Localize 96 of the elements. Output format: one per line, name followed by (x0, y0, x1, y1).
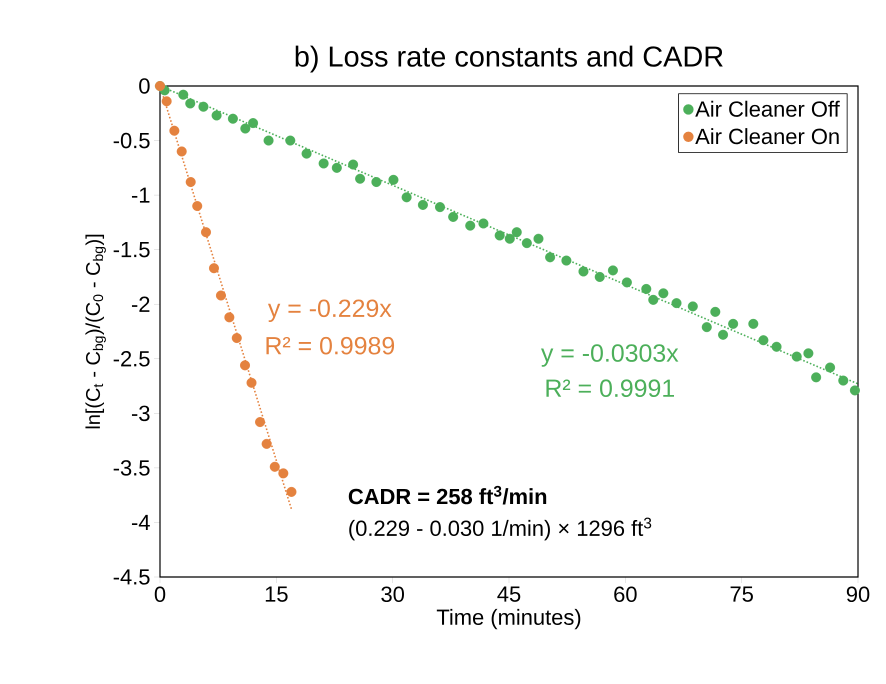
legend-label: Air Cleaner On (695, 128, 839, 144)
point (192, 201, 202, 212)
point (198, 102, 208, 112)
point (402, 192, 412, 202)
y-tick-label: -1 (132, 188, 150, 203)
point (688, 301, 698, 312)
x-axis-title: Time (minutes) (436, 608, 580, 630)
point (278, 468, 288, 478)
text: ln[(C$_{t}$ - C$_{bg}$)/(C$_{0}$ - C$_{bg}$)] (85, 234, 106, 428)
point (232, 333, 242, 344)
point (169, 126, 180, 136)
point (212, 110, 222, 120)
point (162, 96, 172, 106)
point (728, 318, 738, 329)
annotation: R² = 0.9991 (546, 379, 674, 398)
y-tick-label: -3 (132, 406, 150, 422)
point (264, 136, 274, 146)
point (533, 234, 544, 244)
point (561, 256, 572, 266)
point (504, 234, 515, 244)
y-tick-label: 0 (139, 78, 150, 94)
x-tick-label: 60 (614, 586, 637, 602)
y-tick-label: -4.5 (114, 569, 150, 585)
point (434, 202, 445, 212)
point (792, 352, 802, 362)
point (318, 158, 329, 168)
point (594, 272, 605, 282)
point (186, 177, 196, 188)
point (758, 335, 768, 346)
annotation: R² = 0.9989 (266, 336, 394, 355)
y-tick-label: -2.5 (114, 351, 150, 367)
point (255, 417, 266, 428)
legend-label: Air Cleaner Off (695, 100, 840, 117)
point (178, 90, 188, 100)
point (465, 220, 476, 231)
chart-title: b) Loss rate constants and CADR (296, 46, 723, 72)
point (825, 362, 836, 373)
point (240, 124, 250, 134)
x-tick-label: 90 (846, 586, 870, 602)
point (803, 348, 814, 358)
point (286, 486, 296, 497)
point (710, 306, 720, 317)
y-tick-label: -0.5 (114, 132, 150, 148)
point (216, 290, 226, 300)
annotation: y = -0.229x (268, 299, 392, 322)
y-tick-label: -4 (132, 514, 150, 530)
point (224, 312, 234, 322)
y-tick-label: -2 (132, 296, 150, 312)
point (418, 200, 428, 210)
point (270, 462, 280, 472)
point (448, 212, 458, 222)
point (302, 148, 312, 159)
point (578, 266, 588, 276)
point (355, 174, 366, 184)
point (811, 372, 822, 382)
point (718, 330, 728, 340)
annotation: (0.229 - 0.030 1/min) × 1296 ft$^{3}$ (349, 518, 652, 540)
point (200, 227, 211, 238)
text: CADR = 258 ft$^{3}$/min (348, 486, 546, 504)
x-tick-label: 30 (381, 586, 404, 602)
x-tick-label: 75 (730, 586, 753, 602)
point (702, 322, 712, 332)
point (648, 294, 658, 305)
point (371, 177, 382, 188)
x-tick-label: 45 (497, 586, 520, 602)
point (248, 118, 258, 128)
point (388, 174, 398, 185)
point (240, 360, 250, 370)
point (332, 162, 342, 173)
point (641, 284, 652, 294)
point (838, 376, 848, 386)
point (285, 136, 296, 146)
point (246, 378, 257, 388)
y-tick-label: -1.5 (114, 242, 150, 258)
point (608, 265, 618, 276)
annotation: y = -0.0303x (541, 344, 678, 367)
y-tick-label: -3.5 (114, 460, 150, 476)
point (262, 438, 272, 449)
point (622, 277, 632, 288)
point (772, 342, 782, 352)
point (658, 288, 668, 298)
point (545, 252, 556, 262)
point (522, 238, 532, 248)
point (494, 230, 505, 240)
x-tick-label: 0 (154, 586, 166, 602)
point (208, 263, 219, 274)
x-tick-label: 15 (266, 586, 288, 602)
point (185, 98, 196, 108)
point (672, 298, 682, 308)
point (512, 227, 522, 238)
point (176, 146, 187, 156)
point (228, 114, 238, 124)
point (478, 218, 488, 228)
point (748, 318, 758, 329)
point (348, 160, 358, 170)
point (850, 385, 860, 396)
